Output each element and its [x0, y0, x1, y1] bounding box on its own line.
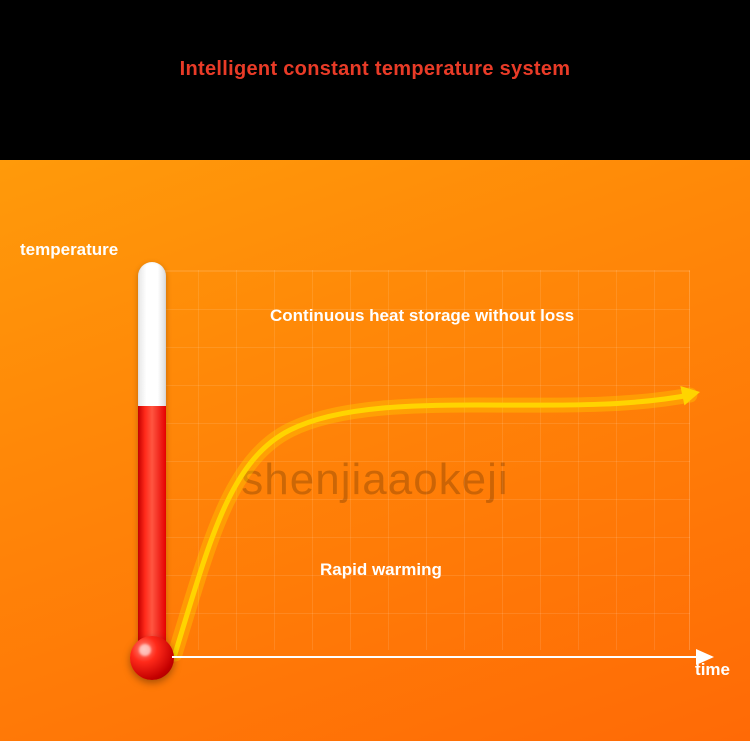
y-axis-label: temperature [20, 240, 118, 260]
thermometer-bulb [130, 636, 174, 680]
header: Intelligent constant temperature system [0, 0, 750, 160]
temperature-chart: temperature Continuous heat storage with… [0, 160, 750, 741]
x-axis-label: time [695, 660, 730, 680]
thermometer-icon [130, 262, 174, 680]
page-title: Intelligent constant temperature system [180, 58, 571, 81]
thermometer-fluid [138, 406, 166, 642]
annotation-upper: Continuous heat storage without loss [270, 306, 574, 326]
chart-grid [160, 270, 690, 650]
x-axis-line [172, 656, 712, 658]
thermometer-tube [138, 262, 166, 642]
annotation-lower: Rapid warming [320, 560, 442, 580]
page-root: Intelligent constant temperature system … [0, 0, 750, 741]
